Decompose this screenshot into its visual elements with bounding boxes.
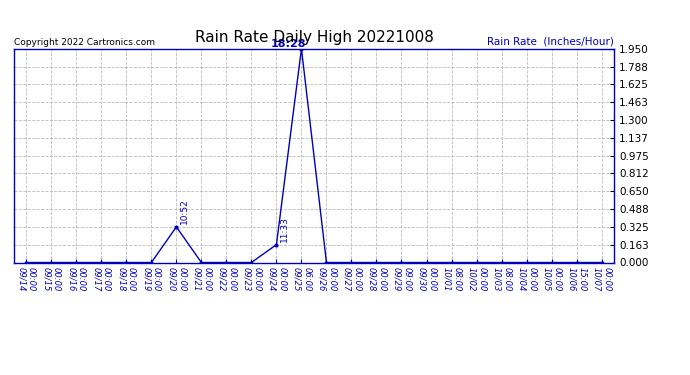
Text: 18:28: 18:28 xyxy=(271,39,306,49)
Text: Rain Rate  (Inches/Hour): Rain Rate (Inches/Hour) xyxy=(487,37,614,46)
Title: Rain Rate Daily High 20221008: Rain Rate Daily High 20221008 xyxy=(195,30,433,45)
Text: 10:52: 10:52 xyxy=(180,198,189,223)
Text: Copyright 2022 Cartronics.com: Copyright 2022 Cartronics.com xyxy=(14,38,155,46)
Text: 11:33: 11:33 xyxy=(280,217,289,243)
